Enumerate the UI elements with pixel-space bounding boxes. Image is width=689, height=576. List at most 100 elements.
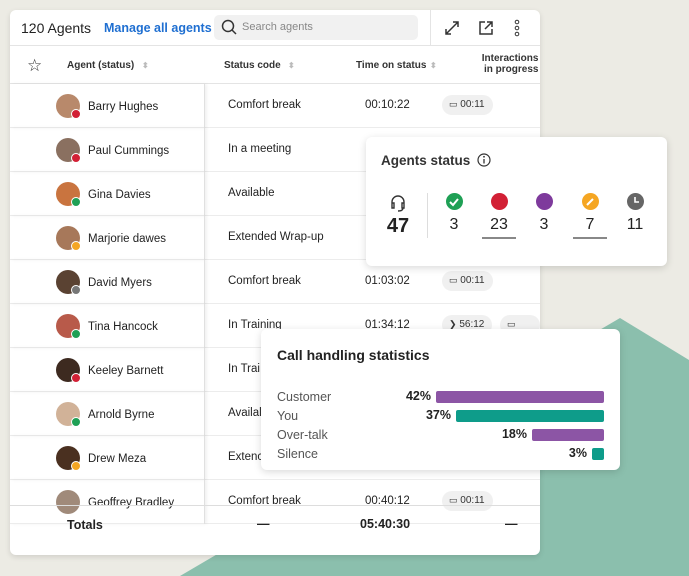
call-stat-label: Customer bbox=[277, 390, 332, 404]
agent-cell bbox=[10, 436, 205, 480]
total-agents-value: 47 bbox=[386, 215, 410, 237]
agent-name[interactable]: Marjorie dawes bbox=[88, 233, 166, 245]
clock-icon bbox=[626, 193, 644, 210]
status-stat[interactable]: 7 bbox=[570, 193, 610, 239]
avatar bbox=[56, 490, 80, 514]
status-code: Extenc bbox=[228, 451, 264, 463]
table-row[interactable]: Barry Hughes Comfort break 00:10:22 ▭ 00:… bbox=[10, 84, 540, 128]
call-stat-bar bbox=[532, 429, 604, 441]
status-code: In Trai bbox=[228, 363, 260, 375]
status-badge-available bbox=[71, 197, 81, 207]
interaction-pill[interactable]: ▭ 00:11 bbox=[442, 491, 493, 511]
call-stat-bar bbox=[436, 391, 604, 403]
chat-icon: ▭ bbox=[449, 99, 458, 109]
interaction-time: 00:11 bbox=[460, 99, 485, 110]
column-status-code[interactable]: Status code bbox=[224, 60, 281, 71]
agent-name[interactable]: Paul Cummings bbox=[88, 145, 170, 157]
table-row[interactable]: Marjorie dawes Extended Wrap-up bbox=[10, 216, 540, 260]
pencil-circle-icon bbox=[581, 193, 599, 210]
status-count: 7 bbox=[585, 216, 595, 233]
column-interactions[interactable]: Interactions in progress bbox=[480, 53, 539, 75]
agents-status-title: Agents status bbox=[381, 153, 491, 168]
agent-cell bbox=[10, 216, 205, 260]
open-external-icon[interactable] bbox=[477, 19, 495, 42]
agent-cell bbox=[10, 480, 205, 524]
chat-icon: ▭ bbox=[449, 275, 458, 285]
column-interactions-line2: in progress bbox=[484, 64, 539, 75]
status-badge-busy bbox=[71, 109, 81, 119]
call-stat-percent: 37% bbox=[425, 408, 451, 422]
table-row[interactable]: Drew Meza Extenc bbox=[10, 436, 540, 480]
totals-status-code: — bbox=[257, 517, 270, 531]
call-stat-label: You bbox=[277, 409, 299, 423]
panel-header: 120 Agents Manage all agents Search agen… bbox=[10, 10, 540, 46]
status-code: Comfort break bbox=[228, 99, 301, 111]
status-count: 11 bbox=[626, 216, 644, 233]
star-icon[interactable]: ☆ bbox=[27, 56, 43, 75]
status-code: Extended Wrap-up bbox=[228, 231, 324, 243]
totals-row: Totals — 05:40:30 — bbox=[10, 505, 540, 555]
agent-cell bbox=[10, 172, 205, 216]
interaction-time: 00:11 bbox=[460, 495, 485, 506]
status-badge-wrap-up bbox=[71, 461, 81, 471]
sort-icon[interactable]: ⬍ bbox=[142, 61, 149, 70]
call-stat-label: Silence bbox=[277, 447, 318, 461]
underline bbox=[573, 237, 607, 239]
agent-name[interactable]: Keeley Barnett bbox=[88, 365, 164, 377]
status-badge-available bbox=[71, 417, 81, 427]
interaction-pill[interactable]: ▭ 00:11 bbox=[442, 95, 493, 115]
agent-cell bbox=[10, 304, 205, 348]
check-circle-icon bbox=[445, 193, 463, 210]
agent-cell bbox=[10, 128, 205, 172]
call-handling-title: Call handling statistics bbox=[277, 347, 430, 363]
interaction-pill[interactable]: ▭ 00:11 bbox=[442, 271, 493, 291]
agents-status-card: Agents status 47 3 23 3 7 11 bbox=[366, 137, 667, 266]
manage-all-agents-link[interactable]: Manage all agents bbox=[104, 21, 212, 35]
twitter-icon: ❯ bbox=[449, 319, 457, 329]
search-input[interactable]: Search agents bbox=[214, 15, 418, 40]
purple-dot-icon bbox=[535, 193, 553, 210]
call-stat-bar bbox=[592, 448, 604, 460]
status-stat[interactable]: 23 bbox=[479, 193, 519, 239]
status-stat: 3 bbox=[524, 193, 564, 234]
status-badge-busy bbox=[71, 153, 81, 163]
status-badge-wrap-up bbox=[71, 241, 81, 251]
call-stat-percent: 42% bbox=[405, 389, 431, 403]
call-stat-row: Customer 42% bbox=[261, 388, 620, 407]
call-stat-bar bbox=[456, 410, 604, 422]
agent-name[interactable]: Barry Hughes bbox=[88, 101, 159, 113]
status-code: Available bbox=[228, 187, 275, 199]
agent-name[interactable]: Geoffrey Bradley bbox=[88, 497, 175, 509]
sort-icon[interactable]: ⬍ bbox=[288, 61, 295, 70]
agent-name[interactable]: Gina Davies bbox=[88, 189, 151, 201]
search-icon bbox=[221, 19, 237, 35]
call-stat-row: Silence 3% bbox=[261, 445, 620, 464]
table-row[interactable]: Paul Cummings In a meeting bbox=[10, 128, 540, 172]
agent-name[interactable]: David Myers bbox=[88, 277, 152, 289]
table-row[interactable]: David Myers Comfort break 01:03:02 ▭ 00:1… bbox=[10, 260, 540, 304]
status-count: 3 bbox=[449, 216, 459, 233]
status-stat: 3 bbox=[434, 193, 474, 234]
totals-time: 05:40:30 bbox=[360, 517, 411, 531]
search-placeholder: Search agents bbox=[242, 21, 313, 33]
status-code: In a meeting bbox=[228, 143, 292, 155]
status-badge-offline bbox=[71, 285, 81, 295]
time-on-status: 01:34:12 bbox=[365, 319, 410, 331]
agents-status-title-text: Agents status bbox=[381, 153, 471, 168]
red-dot-icon bbox=[490, 193, 508, 210]
call-stat-percent: 18% bbox=[501, 427, 527, 441]
total-agents-stat: 47 bbox=[378, 193, 418, 238]
table-row[interactable]: Geoffrey Bradley Comfort break 00:40:12 ▭… bbox=[10, 480, 540, 524]
status-count: 3 bbox=[539, 216, 549, 233]
table-row[interactable]: Gina Davies Available bbox=[10, 172, 540, 216]
time-on-status: 00:40:12 bbox=[365, 495, 410, 507]
info-icon[interactable] bbox=[477, 153, 491, 167]
column-agent-status[interactable]: Agent (status) bbox=[67, 60, 135, 71]
agent-name[interactable]: Tina Hancock bbox=[88, 321, 158, 333]
column-time-on-status[interactable]: Time on status bbox=[356, 60, 427, 71]
sort-icon[interactable]: ⬍ bbox=[430, 61, 437, 70]
agent-name[interactable]: Arnold Byrne bbox=[88, 409, 155, 421]
agent-name[interactable]: Drew Meza bbox=[88, 453, 147, 465]
more-options-icon[interactable] bbox=[513, 19, 521, 42]
expand-icon[interactable] bbox=[443, 19, 461, 42]
